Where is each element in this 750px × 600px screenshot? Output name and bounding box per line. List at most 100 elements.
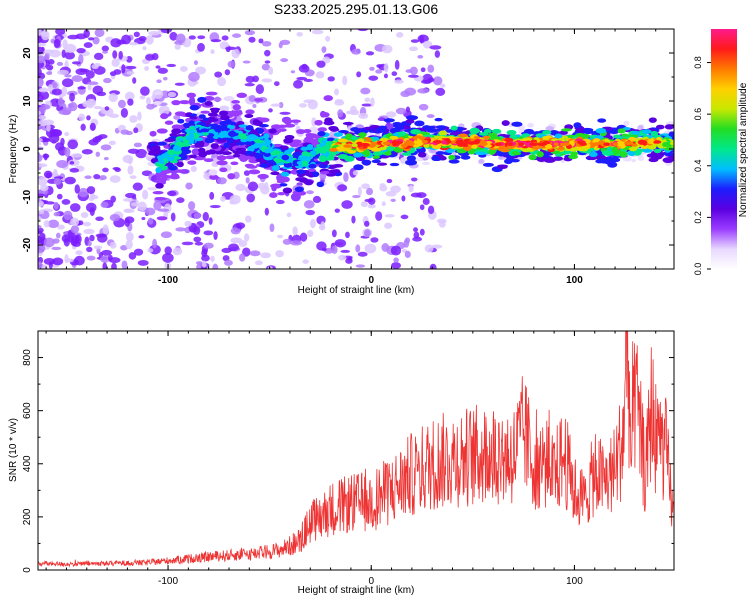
signal-blob xyxy=(189,129,196,134)
noise-blob xyxy=(195,66,207,75)
noise-blob xyxy=(133,31,140,38)
noise-blob xyxy=(418,103,429,111)
noise-blob xyxy=(38,224,42,229)
noise-blob xyxy=(235,222,246,229)
noise-blob xyxy=(46,71,53,76)
noise-blob xyxy=(110,195,116,203)
signal-blob xyxy=(271,164,280,171)
signal-blob xyxy=(280,171,290,177)
noise-blob xyxy=(419,228,425,236)
noise-blob xyxy=(299,232,308,242)
noise-blob xyxy=(429,263,437,269)
noise-blob xyxy=(162,76,168,81)
signal-blob xyxy=(204,137,213,144)
signal-blob xyxy=(487,132,498,139)
signal-blob xyxy=(245,125,254,131)
noise-blob xyxy=(270,103,281,107)
noise-blob xyxy=(258,38,264,44)
signal-blob xyxy=(259,163,270,168)
noise-blob xyxy=(427,64,435,73)
signal-blob xyxy=(200,128,210,133)
noise-blob xyxy=(47,84,54,93)
noise-blob xyxy=(109,175,121,183)
noise-blob xyxy=(95,151,101,157)
noise-blob xyxy=(365,51,375,56)
signal-blob xyxy=(305,172,314,177)
noise-blob xyxy=(293,80,304,89)
noise-blob xyxy=(212,263,219,269)
noise-blob xyxy=(422,197,430,205)
signal-blob xyxy=(207,112,218,117)
noise-blob xyxy=(156,79,162,84)
noise-blob xyxy=(325,35,331,42)
noise-blob xyxy=(56,160,69,168)
signal-blob xyxy=(169,133,178,137)
noise-blob xyxy=(261,78,273,83)
noise-blob xyxy=(384,222,393,229)
signal-blob xyxy=(611,146,618,153)
signal-blob xyxy=(218,131,227,136)
signal-blob xyxy=(238,133,247,138)
y-tick-label: 600 xyxy=(22,402,33,419)
signal-blob xyxy=(487,148,496,155)
signal-blob xyxy=(254,98,264,102)
noise-blob xyxy=(367,204,376,209)
signal-blob xyxy=(300,146,309,151)
signal-blob xyxy=(158,159,165,164)
noise-blob xyxy=(43,138,51,143)
noise-blob xyxy=(316,60,326,68)
noise-blob xyxy=(391,71,398,77)
noise-blob xyxy=(188,201,196,211)
signal-blob xyxy=(655,124,665,130)
spectrogram-ylabel: Frequency (Hz) xyxy=(8,115,19,184)
noise-blob xyxy=(76,48,86,54)
signal-blob xyxy=(221,151,232,155)
signal-blob xyxy=(263,133,270,140)
signal-blob xyxy=(245,109,255,115)
noise-blob xyxy=(141,216,146,221)
signal-blob xyxy=(536,151,544,158)
noise-blob xyxy=(167,91,177,98)
signal-blob xyxy=(235,147,247,152)
noise-blob xyxy=(100,201,109,208)
noise-blob xyxy=(220,195,226,202)
noise-blob xyxy=(433,76,443,86)
noise-blob xyxy=(61,198,71,205)
noise-blob xyxy=(435,87,446,97)
noise-blob xyxy=(394,59,400,70)
noise-blob xyxy=(67,34,80,40)
signal-blob xyxy=(282,187,293,194)
noise-blob xyxy=(228,243,239,252)
noise-blob xyxy=(303,200,315,209)
noise-blob xyxy=(218,105,230,112)
signal-blob xyxy=(154,145,161,151)
x-tick-label: 0 xyxy=(368,576,374,587)
signal-blob xyxy=(216,155,227,161)
noise-blob xyxy=(88,196,95,202)
signal-blob xyxy=(317,127,327,132)
noise-blob xyxy=(80,211,89,219)
signal-blob xyxy=(361,159,372,166)
signal-blob xyxy=(152,191,164,195)
signal-blob xyxy=(353,164,364,171)
signal-blob xyxy=(613,134,622,139)
signal-blob xyxy=(521,147,531,153)
noise-blob xyxy=(102,224,109,235)
signal-blob xyxy=(254,152,262,159)
noise-blob xyxy=(408,184,414,193)
signal-blob xyxy=(410,128,421,135)
snr-ylabel: SNR (10 * v/v) xyxy=(8,418,19,482)
noise-blob xyxy=(214,71,223,78)
signal-blob xyxy=(289,119,301,123)
signal-blob xyxy=(160,113,169,120)
signal-blob xyxy=(525,142,532,147)
noise-blob xyxy=(145,54,155,61)
noise-blob xyxy=(188,35,196,40)
noise-blob xyxy=(146,103,155,110)
noise-blob xyxy=(38,199,44,207)
noise-blob xyxy=(278,42,283,49)
noise-blob xyxy=(57,69,69,76)
noise-blob xyxy=(132,77,137,84)
noise-blob xyxy=(86,115,91,121)
noise-blob xyxy=(311,29,324,35)
